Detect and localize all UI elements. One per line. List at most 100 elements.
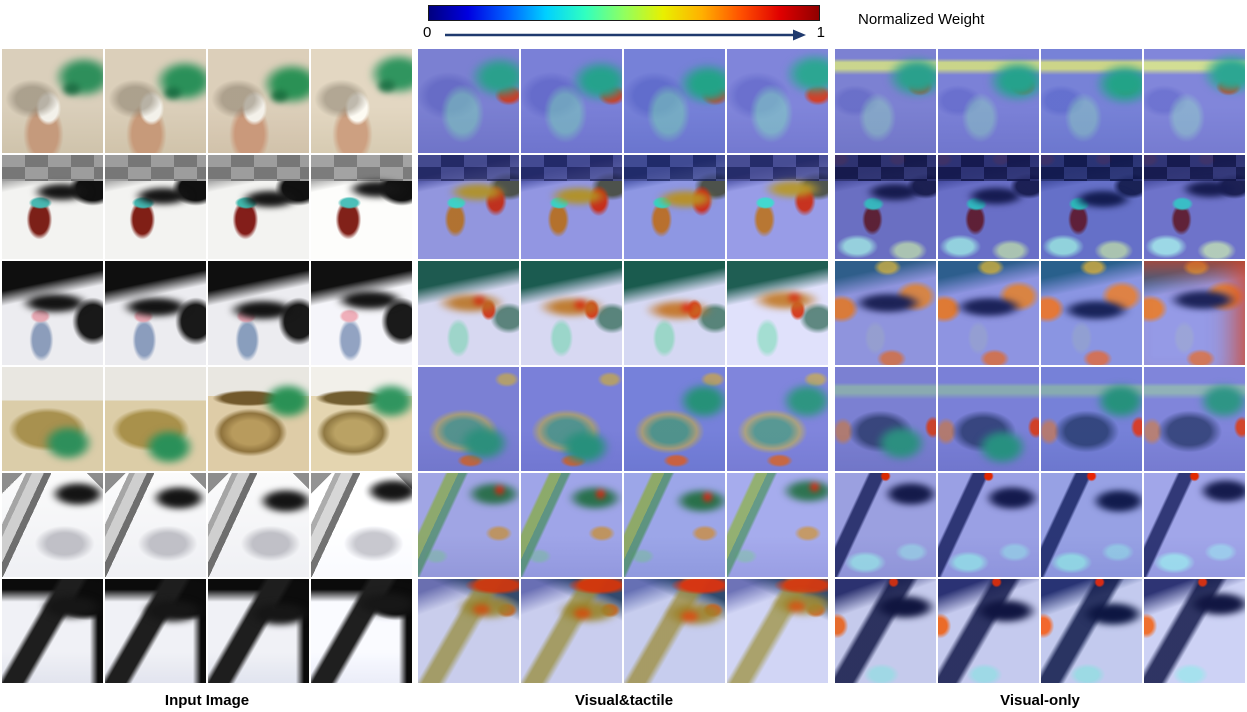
input-frame-robot-rail-slide-2 — [105, 579, 206, 683]
input-frame-cup-grasp-1 — [2, 49, 103, 153]
input-frame-sim-bottle-grasp-4 — [311, 155, 412, 259]
visual-only-frame-cup-grasp-1 — [835, 49, 936, 153]
input-frame-sim-bottle-grasp-3 — [208, 155, 309, 259]
input-frame-box-lid-open-3 — [208, 367, 309, 471]
input-frame-sim-rail-slide-3 — [208, 473, 309, 577]
visual-tactile-frame-box-lid-open-2 — [521, 367, 622, 471]
visual-only-frame-sim-bottle-grasp-2 — [938, 155, 1039, 259]
input-row-cup-grasp — [2, 49, 412, 153]
visual-only-frame-robot-cylinder-grasp-3 — [1041, 261, 1142, 365]
visual-tactile-row-cup-grasp — [418, 49, 828, 153]
visual-only-frame-robot-cylinder-grasp-2 — [938, 261, 1039, 365]
input-frame-sim-rail-slide-1 — [2, 473, 103, 577]
input-row-robot-cylinder-grasp — [2, 261, 412, 365]
visual-only-column-grid — [835, 49, 1245, 683]
visual-only-frame-cup-grasp-4 — [1144, 49, 1245, 153]
visual-tactile-frame-robot-rail-slide-1 — [418, 579, 519, 683]
visual-only-row-robot-cylinder-grasp — [835, 261, 1245, 365]
input-frame-robot-cylinder-grasp-4 — [311, 261, 412, 365]
visual-tactile-frame-sim-rail-slide-2 — [521, 473, 622, 577]
visual-tactile-frame-sim-rail-slide-1 — [418, 473, 519, 577]
visual-only-frame-robot-rail-slide-2 — [938, 579, 1039, 683]
visual-tactile-row-box-lid-open — [418, 367, 828, 471]
colorbar-scale: 0 1 — [423, 22, 825, 42]
column-label-visual-only: Visual-only — [1000, 692, 1080, 709]
visual-tactile-frame-robot-cylinder-grasp-3 — [624, 261, 725, 365]
visual-tactile-row-sim-bottle-grasp — [418, 155, 828, 259]
input-frame-robot-rail-slide-3 — [208, 579, 309, 683]
visual-only-frame-robot-rail-slide-1 — [835, 579, 936, 683]
input-row-box-lid-open — [2, 367, 412, 471]
input-frame-robot-rail-slide-1 — [2, 579, 103, 683]
colorbar: 0 1 — [423, 5, 825, 42]
visual-tactile-frame-cup-grasp-3 — [624, 49, 725, 153]
visual-only-frame-box-lid-open-4 — [1144, 367, 1245, 471]
input-row-sim-bottle-grasp — [2, 155, 412, 259]
input-frame-sim-bottle-grasp-2 — [105, 155, 206, 259]
colorbar-title: Normalized Weight — [858, 11, 985, 28]
input-frame-cup-grasp-3 — [208, 49, 309, 153]
input-frame-robot-cylinder-grasp-2 — [105, 261, 206, 365]
column-label-visual-tactile: Visual&tactile — [574, 692, 674, 709]
visual-only-frame-sim-bottle-grasp-1 — [835, 155, 936, 259]
visual-tactile-frame-cup-grasp-2 — [521, 49, 622, 153]
visual-tactile-frame-robot-cylinder-grasp-4 — [727, 261, 828, 365]
visual-only-frame-sim-bottle-grasp-3 — [1041, 155, 1142, 259]
input-frame-robot-cylinder-grasp-1 — [2, 261, 103, 365]
visual-tactile-frame-robot-rail-slide-3 — [624, 579, 725, 683]
visual-only-frame-robot-cylinder-grasp-1 — [835, 261, 936, 365]
input-row-robot-rail-slide — [2, 579, 412, 683]
visual-tactile-frame-cup-grasp-4 — [727, 49, 828, 153]
visual-tactile-column-grid — [418, 49, 828, 683]
input-frame-box-lid-open-4 — [311, 367, 412, 471]
visual-only-row-cup-grasp — [835, 49, 1245, 153]
visual-tactile-frame-sim-bottle-grasp-2 — [521, 155, 622, 259]
colorbar-arrow-icon — [445, 29, 806, 41]
input-row-sim-rail-slide — [2, 473, 412, 577]
input-frame-box-lid-open-2 — [105, 367, 206, 471]
visual-only-row-robot-rail-slide — [835, 579, 1245, 683]
visual-only-frame-sim-rail-slide-2 — [938, 473, 1039, 577]
input-frame-cup-grasp-2 — [105, 49, 206, 153]
visual-tactile-frame-sim-rail-slide-3 — [624, 473, 725, 577]
visual-tactile-frame-box-lid-open-1 — [418, 367, 519, 471]
input-frame-sim-rail-slide-4 — [311, 473, 412, 577]
visual-tactile-row-sim-rail-slide — [418, 473, 828, 577]
visual-only-frame-robot-rail-slide-4 — [1144, 579, 1245, 683]
visual-tactile-frame-sim-bottle-grasp-4 — [727, 155, 828, 259]
visual-only-frame-sim-rail-slide-1 — [835, 473, 936, 577]
colorbar-max-label: 1 — [816, 24, 825, 41]
visual-tactile-frame-robot-rail-slide-4 — [727, 579, 828, 683]
visual-only-frame-box-lid-open-2 — [938, 367, 1039, 471]
visual-only-frame-box-lid-open-1 — [835, 367, 936, 471]
visual-tactile-row-robot-cylinder-grasp — [418, 261, 828, 365]
colorbar-gradient — [428, 5, 820, 21]
input-frame-sim-bottle-grasp-1 — [2, 155, 103, 259]
input-frame-cup-grasp-4 — [311, 49, 412, 153]
visual-tactile-frame-cup-grasp-1 — [418, 49, 519, 153]
visual-tactile-frame-robot-cylinder-grasp-1 — [418, 261, 519, 365]
column-label-input-image: Input Image — [164, 692, 250, 709]
input-frame-robot-rail-slide-4 — [311, 579, 412, 683]
visual-only-frame-sim-rail-slide-3 — [1041, 473, 1142, 577]
input-frame-box-lid-open-1 — [2, 367, 103, 471]
colorbar-min-label: 0 — [423, 24, 432, 41]
visual-only-frame-sim-rail-slide-4 — [1144, 473, 1245, 577]
visual-only-frame-robot-cylinder-grasp-4 — [1144, 261, 1245, 365]
visual-only-row-sim-rail-slide — [835, 473, 1245, 577]
visual-only-frame-sim-bottle-grasp-4 — [1144, 155, 1245, 259]
visual-only-frame-cup-grasp-2 — [938, 49, 1039, 153]
visual-tactile-frame-sim-bottle-grasp-1 — [418, 155, 519, 259]
visual-tactile-frame-box-lid-open-4 — [727, 367, 828, 471]
visual-tactile-frame-sim-rail-slide-4 — [727, 473, 828, 577]
input-frame-robot-cylinder-grasp-3 — [208, 261, 309, 365]
visual-tactile-frame-robot-cylinder-grasp-2 — [521, 261, 622, 365]
visual-tactile-row-robot-rail-slide — [418, 579, 828, 683]
input-frame-sim-rail-slide-2 — [105, 473, 206, 577]
visual-only-row-sim-bottle-grasp — [835, 155, 1245, 259]
visual-tactile-frame-sim-bottle-grasp-3 — [624, 155, 725, 259]
visual-only-frame-robot-rail-slide-3 — [1041, 579, 1142, 683]
visual-only-row-box-lid-open — [835, 367, 1245, 471]
visual-only-frame-cup-grasp-3 — [1041, 49, 1142, 153]
